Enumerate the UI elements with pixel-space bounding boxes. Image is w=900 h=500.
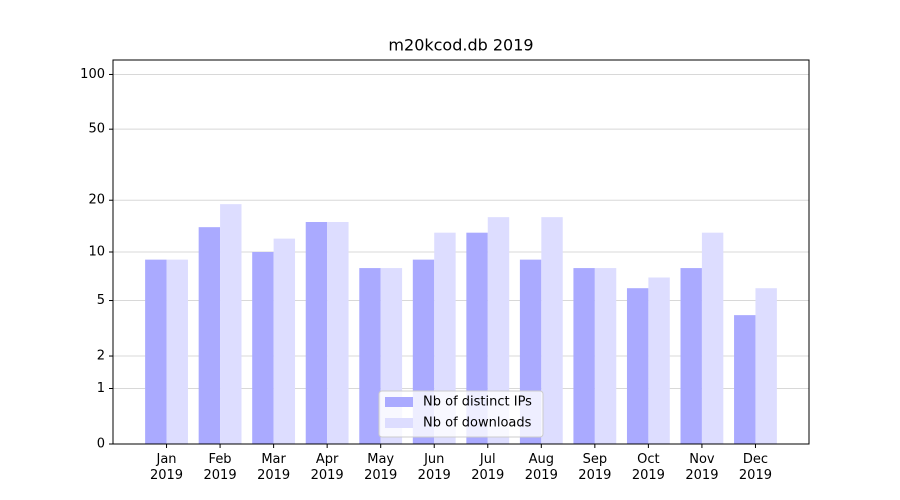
x-tick-label: Sep 2019	[578, 452, 612, 483]
x-tick-label: Jun 2019	[417, 452, 451, 483]
x-tick-label: Oct 2019	[631, 452, 665, 483]
x-tick-label: Aug 2019	[524, 452, 558, 483]
bar	[273, 238, 296, 444]
bar	[626, 288, 649, 444]
legend: Nb of distinct IPs Nb of downloads	[378, 390, 544, 438]
y-tick-label: 100	[80, 67, 105, 82]
bar	[541, 217, 563, 444]
y-tick-label: 5	[97, 293, 105, 308]
y-tick-label: 10	[88, 245, 105, 260]
bar	[166, 259, 188, 444]
bar	[487, 217, 510, 444]
bar	[359, 268, 381, 444]
legend-box	[378, 390, 544, 438]
y-tick-label: 2	[97, 349, 105, 364]
x-tick-label: Feb 2019	[203, 452, 237, 483]
y-tick-label: 0	[97, 437, 105, 452]
x-tick-label: Dec 2019	[738, 452, 772, 483]
bar	[701, 232, 724, 444]
bar	[755, 288, 777, 444]
bar	[252, 252, 274, 444]
bar	[145, 259, 167, 444]
bar	[648, 277, 670, 444]
bar	[305, 221, 328, 444]
plot-frame	[112, 59, 810, 445]
legend-swatch	[385, 418, 413, 428]
chart-title: m20kcod.db 2019	[388, 36, 533, 55]
legend-label: Nb of downloads	[423, 416, 532, 431]
y-tick-label: 1	[97, 381, 105, 396]
legend-swatch	[385, 397, 413, 407]
bar	[734, 315, 756, 444]
bar	[198, 227, 221, 444]
x-tick-label: Mar 2019	[257, 452, 291, 483]
x-tick-label: Nov 2019	[685, 452, 719, 483]
y-tick-label: 50	[88, 122, 105, 137]
bar	[680, 268, 702, 444]
x-tick-label: Jul 2019	[471, 452, 505, 483]
legend-label: Nb of distinct IPs	[423, 395, 532, 410]
x-tick-label: Apr 2019	[310, 452, 344, 483]
bar	[327, 221, 349, 444]
bar	[594, 268, 617, 444]
y-tick-label: 20	[88, 193, 105, 208]
bar	[220, 204, 242, 444]
bar	[573, 268, 595, 444]
x-tick-label: May 2019	[364, 452, 398, 483]
x-tick-label: Jan 2019	[149, 452, 184, 483]
